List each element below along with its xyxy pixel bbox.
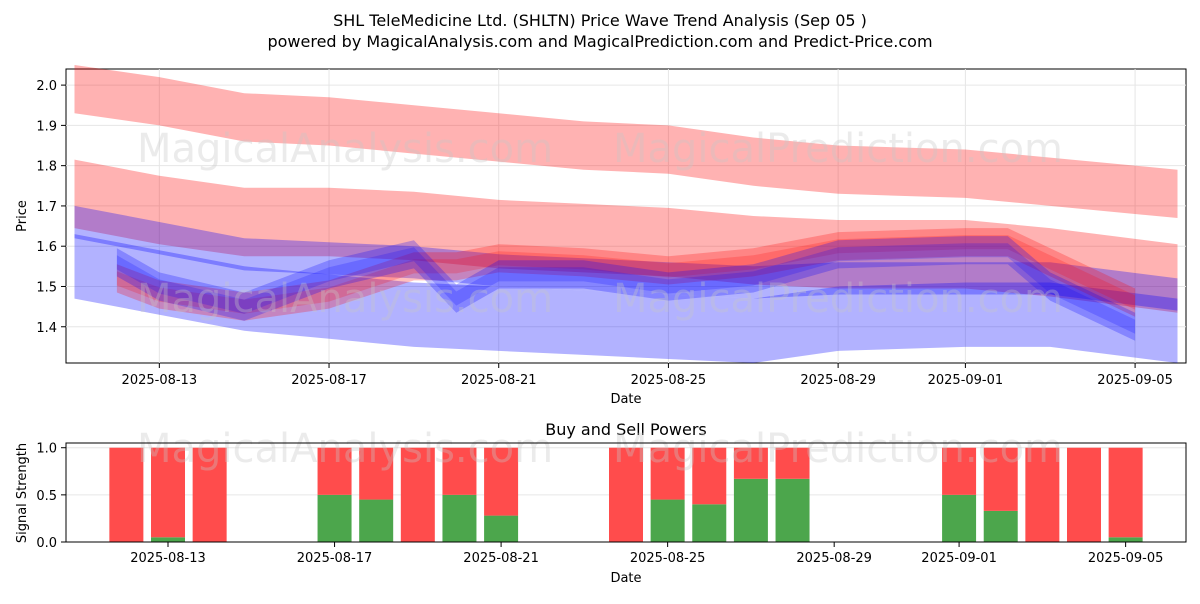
price-y-tick-label: 1.9	[36, 119, 57, 134]
price-panel: MagicalAnalysis.com MagicalPrediction.co…	[15, 65, 1187, 407]
price-x-tick-label: 2025-08-21	[461, 373, 537, 388]
sell-bar	[109, 447, 144, 542]
signal-x-tick-label: 2025-08-17	[297, 551, 373, 566]
price-x-ticks: 2025-08-13 2025-08-17 2025-08-21 2025-08-25…	[122, 363, 1173, 388]
sell-bar	[942, 447, 977, 495]
band-blue-band-upper	[74, 205, 1178, 311]
band-upper-band	[74, 65, 1178, 218]
signal-y-tick-label: 0.5	[36, 489, 57, 504]
watermark-analysis-bottom: MagicalAnalysis.com	[137, 426, 553, 472]
signal-y-tick-label: 0.0	[36, 536, 57, 551]
signal-x-tick-label: 2025-08-13	[130, 551, 206, 566]
signal-bars	[109, 447, 1143, 542]
buy-bar	[317, 494, 352, 542]
watermark-prediction-bottom: MagicalPrediction.com	[613, 426, 1063, 472]
watermark-analysis-mid: MagicalAnalysis.com	[137, 276, 553, 322]
band-core-price-wave-blue	[116, 243, 1136, 334]
sell-bar	[1025, 447, 1060, 542]
price-x-tick-label: 2025-09-05	[1097, 373, 1173, 388]
chart-subtitle: powered by MagicalAnalysis.com and Magic…	[267, 32, 932, 51]
price-x-tick-label: 2025-08-29	[800, 373, 876, 388]
band-price-wave-red	[116, 228, 1136, 321]
signal-panel: Buy and Sell Powers MagicalAnalysis.com …	[15, 420, 1187, 586]
buy-bar	[733, 478, 768, 542]
sell-bar	[442, 447, 477, 495]
band-second-band	[74, 159, 1178, 313]
price-grid	[66, 69, 1186, 363]
sell-bar	[733, 447, 768, 479]
band-price-wave-blue	[116, 236, 1136, 341]
watermark-prediction-mid: MagicalPrediction.com	[613, 276, 1063, 322]
sell-bar	[775, 447, 810, 479]
signal-x-tick-label: 2025-08-21	[463, 551, 539, 566]
signal-y-tick-label: 1.0	[36, 442, 57, 457]
price-y-tick-label: 1.4	[36, 321, 57, 336]
sell-bar	[650, 447, 685, 500]
buy-bar	[692, 504, 727, 542]
price-x-tick-label: 2025-08-25	[631, 373, 707, 388]
sell-bar	[400, 447, 435, 542]
watermark-analysis-top: MagicalAnalysis.com	[137, 126, 553, 172]
signal-x-tick-label: 2025-09-01	[921, 551, 997, 566]
buy-bar	[151, 537, 186, 542]
buy-bar	[983, 510, 1018, 542]
signal-x-label: Date	[610, 571, 641, 586]
price-y-tick-label: 1.6	[36, 240, 57, 255]
signal-x-tick-label: 2025-08-25	[630, 551, 706, 566]
buy-bar	[359, 499, 394, 542]
buy-bar	[484, 515, 519, 542]
buy-bar	[775, 478, 810, 542]
price-y-tick-label: 1.8	[36, 160, 57, 175]
price-bands	[74, 65, 1178, 363]
buy-bar	[942, 494, 977, 542]
signal-x-tick-label: 2025-09-05	[1088, 551, 1164, 566]
signal-y-label: Signal Strength	[15, 443, 30, 543]
signal-plot-frame	[65, 442, 1187, 543]
sell-bar	[1066, 447, 1101, 542]
price-y-ticks: 1.4 1.5 1.6 1.7 1.8 1.9 2.0	[36, 79, 66, 336]
sell-bar	[151, 447, 186, 538]
price-x-label: Date	[610, 392, 641, 407]
sell-bar	[1108, 447, 1143, 538]
price-x-tick-label: 2025-08-17	[291, 373, 367, 388]
sell-bar	[609, 447, 643, 542]
sell-bar	[317, 447, 352, 495]
price-y-tick-label: 1.5	[36, 280, 57, 295]
signal-x-ticks: 2025-08-13 2025-08-17 2025-08-21 2025-08-25…	[130, 542, 1163, 566]
price-x-tick-label: 2025-08-13	[122, 373, 198, 388]
price-y-tick-label: 1.7	[36, 200, 57, 215]
price-x-tick-label: 2025-09-01	[928, 373, 1004, 388]
buy-bar	[650, 499, 685, 542]
sell-bar	[359, 447, 394, 500]
buy-bar	[442, 494, 477, 542]
price-y-label: Price	[15, 200, 30, 232]
band-blue-band-lower	[74, 234, 1178, 363]
sell-bar	[484, 447, 519, 516]
sell-bar	[192, 447, 227, 542]
chart-title: SHL TeleMedicine Ltd. (SHLTN) Price Wave…	[333, 11, 867, 30]
signal-title: Buy and Sell Powers	[545, 420, 707, 439]
signal-y-ticks: 0.0 0.5 1.0	[36, 442, 66, 551]
sell-bar	[983, 447, 1018, 511]
buy-bar	[1108, 537, 1143, 542]
price-plot-frame	[65, 68, 1187, 364]
sell-bar	[692, 447, 727, 505]
signal-x-tick-label: 2025-08-29	[796, 551, 872, 566]
watermark-prediction-top: MagicalPrediction.com	[613, 126, 1063, 172]
price-y-tick-label: 2.0	[36, 79, 57, 94]
band-core-price-wave-red	[116, 235, 1136, 314]
